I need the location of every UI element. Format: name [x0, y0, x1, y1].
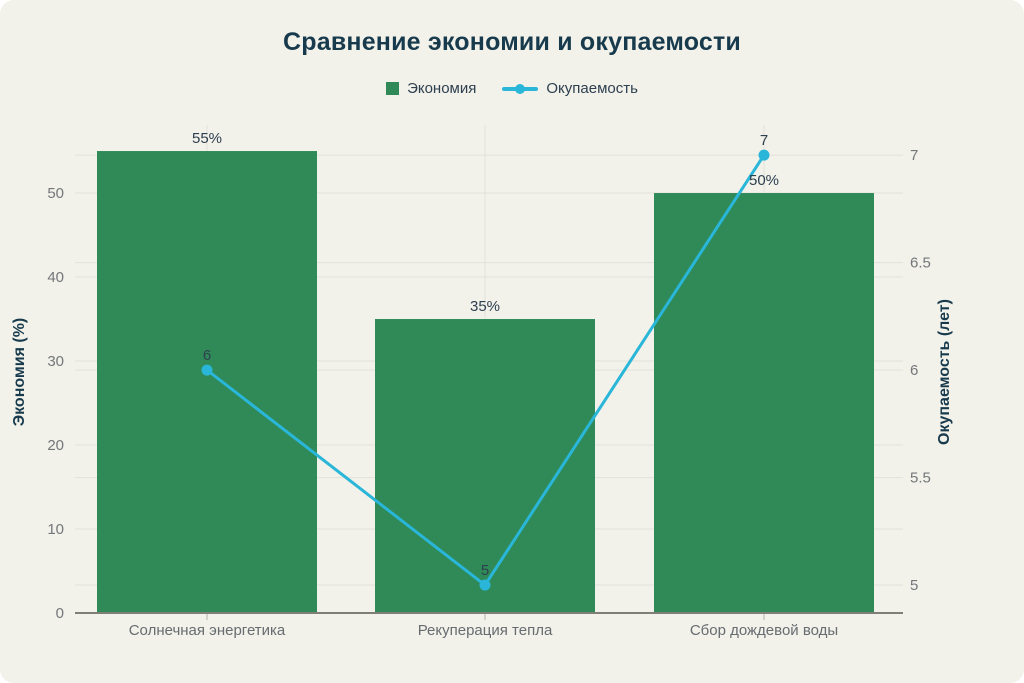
bar-2 [654, 193, 874, 613]
line-marker-icon [515, 83, 526, 94]
bar-0 [97, 151, 317, 613]
left-axis-tick-label: 40 [47, 269, 64, 286]
bar-swatch-icon [386, 82, 400, 95]
right-axis-tick-label: 6 [910, 362, 918, 379]
line-value-label: 7 [760, 132, 768, 149]
left-axis-tick-label: 0 [56, 605, 64, 622]
right-axis-tick-label: 6.5 [910, 255, 931, 272]
bar-1 [375, 319, 595, 613]
left-axis-tick-label: 30 [47, 353, 64, 370]
line-swatch-icon [502, 83, 539, 94]
category-label: Рекуперация тепла [418, 622, 553, 639]
payback-marker-2 [758, 149, 770, 161]
bar-value-label: 50% [749, 172, 779, 189]
right-axis-tick-label: 5.5 [910, 470, 931, 487]
right-axis-tick-label: 5 [910, 577, 918, 594]
category-label: Солнечная энергетика [129, 622, 286, 639]
left-axis-title: Экономия (%) [11, 318, 28, 427]
payback-marker-1 [479, 579, 491, 591]
bar-value-label: 55% [192, 130, 222, 147]
left-axis-tick-label: 20 [47, 437, 64, 454]
bar-value-label: 35% [470, 298, 500, 315]
legend-label-payback: Окупаемость [546, 80, 638, 97]
payback-marker-0 [201, 364, 213, 376]
category-label: Сбор дождевой воды [690, 622, 838, 639]
left-axis-tick-label: 50 [47, 185, 64, 202]
legend-item-savings: Экономия [386, 80, 476, 97]
chart-title: Сравнение экономии и окупаемости [283, 28, 741, 56]
right-axis-title: Окупаемость (лет) [936, 299, 953, 445]
left-axis-tick-label: 10 [47, 521, 64, 538]
right-axis-tick-label: 7 [910, 147, 918, 164]
legend: Экономия Окупаемость [0, 80, 1024, 97]
line-value-label: 5 [481, 562, 489, 579]
line-value-label: 6 [203, 347, 211, 364]
legend-item-payback: Окупаемость [502, 80, 638, 97]
legend-label-savings: Экономия [407, 80, 477, 97]
